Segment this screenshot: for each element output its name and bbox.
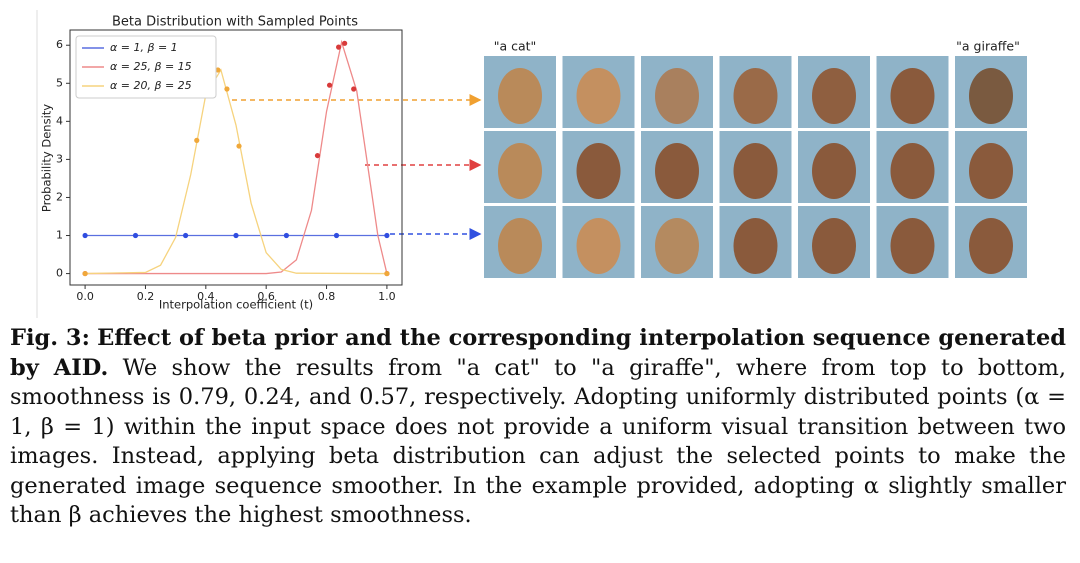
caption: Fig. 3: Effect of beta prior and the cor… <box>10 324 1066 531</box>
image-subject <box>498 68 542 124</box>
sample-point <box>194 137 200 143</box>
image-subject <box>655 68 699 124</box>
x-tick-label: 0.4 <box>197 290 215 303</box>
sample-point <box>224 86 230 92</box>
sample-point <box>336 44 342 50</box>
y-tick-label: 1 <box>56 229 63 242</box>
end-label: "a giraffe" <box>956 39 1020 54</box>
image-subject <box>890 218 935 274</box>
y-tick-label: 5 <box>56 76 63 89</box>
sample-point <box>384 232 390 239</box>
image-subject <box>733 218 778 274</box>
sample-point <box>333 232 340 239</box>
x-tick-label: 1.0 <box>378 290 396 303</box>
sample-point <box>342 40 348 46</box>
image-subject <box>890 143 935 199</box>
image-subject <box>576 68 621 124</box>
image-subject <box>498 143 542 199</box>
image-subject <box>969 68 1013 124</box>
sample-point <box>283 232 290 239</box>
x-axis-label: Interpolation coefficient (t) <box>159 298 313 312</box>
image-subject <box>812 143 856 199</box>
legend-label: α = 25, β = 15 <box>110 60 192 73</box>
y-tick-label: 2 <box>56 190 63 203</box>
image-subject <box>812 68 856 124</box>
image-grid <box>484 56 1027 278</box>
caption-label: Fig. 3: <box>10 325 90 351</box>
series-line <box>85 68 387 275</box>
plot-area <box>69 29 403 286</box>
caption-bold: Effect of beta prior and the correspondi… <box>10 325 1066 381</box>
image-subject <box>576 218 621 274</box>
sample-point <box>132 232 139 239</box>
sample-point <box>82 270 88 277</box>
y-tick-label: 0 <box>56 267 63 280</box>
x-tick-label: 0.0 <box>76 290 94 303</box>
legend-label: α = 20, β = 25 <box>110 79 192 92</box>
image-subject <box>498 218 542 274</box>
image-subject <box>812 218 856 274</box>
sample-point <box>233 232 239 239</box>
sample-point <box>182 232 189 239</box>
series-line <box>85 39 388 275</box>
x-tick-label: 0.2 <box>137 290 155 303</box>
image-subject <box>576 143 621 199</box>
caption-text: We show the results from "a cat" to "a g… <box>10 354 1066 529</box>
sample-point <box>314 152 321 159</box>
image-subject <box>969 143 1013 199</box>
image-subject <box>655 143 699 199</box>
sample-point <box>82 232 88 239</box>
image-subject <box>733 143 778 199</box>
chart-title: Beta Distribution with Sampled Points <box>112 15 358 30</box>
image-subject <box>969 218 1013 274</box>
y-tick-label: 3 <box>56 152 63 165</box>
legend-box <box>75 35 217 99</box>
y-axis-label: Probability Density <box>40 104 54 212</box>
image-subject <box>655 218 699 274</box>
y-tick-label: 6 <box>56 38 63 51</box>
legend-label: α = 1, β = 1 <box>110 41 178 54</box>
sample-point <box>384 270 390 277</box>
x-tick-label: 0.6 <box>257 290 275 303</box>
x-tick-label: 0.8 <box>318 290 336 303</box>
start-label: "a cat" <box>494 39 537 54</box>
figure: Beta Distribution with Sampled Points In… <box>36 10 1027 318</box>
sample-point <box>236 143 242 149</box>
image-subject <box>733 68 778 124</box>
sample-point <box>326 82 333 88</box>
image-subject <box>890 68 935 124</box>
sample-point <box>351 86 357 92</box>
y-tick-label: 4 <box>56 114 63 127</box>
sample-point <box>215 67 221 73</box>
